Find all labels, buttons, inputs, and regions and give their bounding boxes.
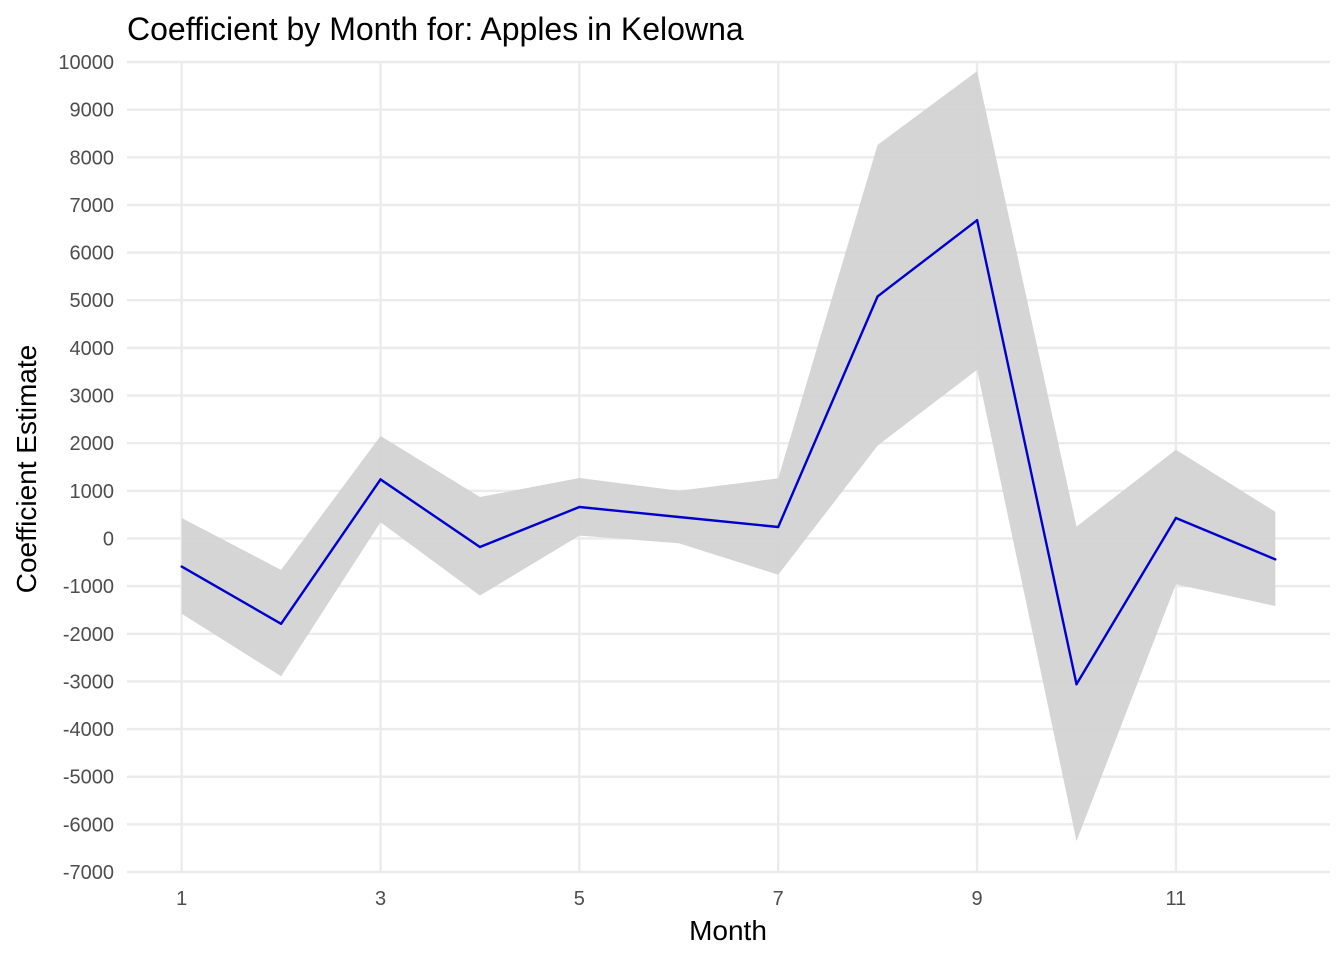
y-tick-label: -2000 [63,624,114,646]
y-tick-label: 8000 [70,147,115,169]
x-tick-label: 11 [1166,888,1187,910]
x-tick-label: 3 [375,888,386,910]
x-tick-label: 9 [971,888,982,910]
data-point [876,295,879,298]
data-point [180,565,183,568]
x-axis-ticks: 1 3 5 7 9 11 [176,888,1186,910]
y-tick-label: 6000 [70,243,115,265]
data-point [578,505,581,509]
y-tick-label: -6000 [63,814,114,836]
y-tick-label: -3000 [63,671,114,693]
y-axis-ticks: -7000 -6000 -5000 -4000 -3000 -2000 -1000 0 1000… [58,52,114,884]
y-tick-label: 1000 [70,481,115,503]
y-tick-label: 0 [103,528,114,550]
x-tick-label: 7 [773,888,784,910]
data-points [180,218,1277,686]
data-point [1174,516,1178,520]
y-tick-label: -7000 [63,862,114,884]
y-tick-label: 5000 [70,290,115,312]
confidence-band [181,71,1276,842]
y-tick-label: 10000 [58,52,114,74]
data-point [379,478,382,481]
coefficient-line [181,218,1276,686]
chart-title: Coefficient by Month for: Apples in Kelo… [127,11,744,47]
x-tick-label: 5 [574,888,585,910]
y-tick-label: 9000 [70,100,115,122]
data-point [1274,558,1277,561]
y-axis-title: Coefficient Estimate [11,345,42,594]
y-tick-label: 7000 [70,195,115,217]
x-axis-title: Month [689,915,767,946]
data-point [975,218,979,222]
data-point [478,545,482,549]
y-tick-label: 2000 [70,433,115,455]
data-point [777,525,780,529]
y-tick-label: -1000 [63,576,114,598]
data-point [1075,683,1078,686]
y-tick-label: -4000 [63,719,114,741]
y-tick-label: 3000 [70,386,115,408]
x-tick-label: 1 [176,888,187,910]
grid-lines [127,60,1330,874]
y-tick-label: -5000 [63,767,114,789]
data-point [279,622,283,625]
data-point [677,515,680,519]
y-tick-label: 4000 [70,338,115,360]
